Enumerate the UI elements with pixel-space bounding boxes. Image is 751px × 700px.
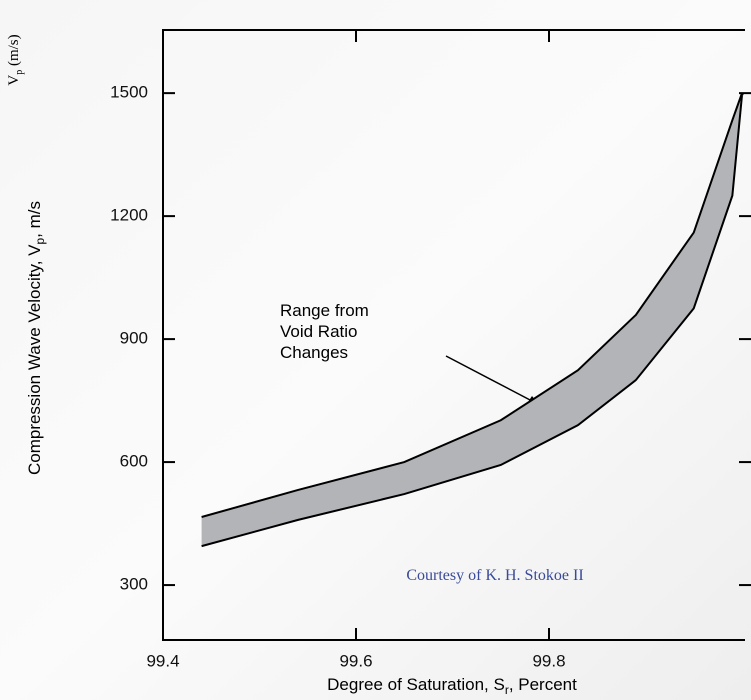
label-sub: r <box>505 683 509 697</box>
title-part: V <box>6 75 22 86</box>
credit: Courtesy of K. H. Stokoe II <box>406 567 583 584</box>
label-part: Degree of Saturation, S <box>327 675 505 694</box>
annotation: Range from Void Ratio Changes <box>280 301 369 362</box>
x-axis-label: Degree of Saturation, Sr, Percent <box>327 675 577 697</box>
y-tick-label: 900 <box>120 329 148 348</box>
plot-frame <box>162 29 745 641</box>
label-sub: p <box>33 238 47 245</box>
y-axis-label: Compression Wave Velocity, Vp, m/s <box>25 201 47 475</box>
band-edge <box>201 92 743 518</box>
title-part: (m/s) <box>6 34 22 69</box>
label-part: Compression Wave Velocity, V <box>25 244 44 475</box>
y-tick-label: 300 <box>120 575 148 594</box>
y-tick-label: 1500 <box>110 83 148 102</box>
annotation-arrow <box>445 355 533 402</box>
x-tick-label: 99.8 <box>532 651 565 670</box>
band-fill <box>201 93 743 547</box>
x-tick-label: 99.4 <box>146 651 179 670</box>
chart-title: Vp (m/s) <box>6 34 25 85</box>
band-edge <box>201 95 743 548</box>
y-tick-label: 600 <box>120 452 148 471</box>
annotation-line: Changes <box>280 343 348 362</box>
annotation-line: Range from <box>280 301 369 320</box>
label-part: , Percent <box>509 675 577 694</box>
y-tick-label: 1200 <box>110 206 148 225</box>
annotation-line: Void Ratio <box>280 322 358 341</box>
title-sub: p <box>14 70 25 75</box>
x-tick-label: 99.6 <box>339 651 372 670</box>
label-part: , m/s <box>25 201 44 238</box>
